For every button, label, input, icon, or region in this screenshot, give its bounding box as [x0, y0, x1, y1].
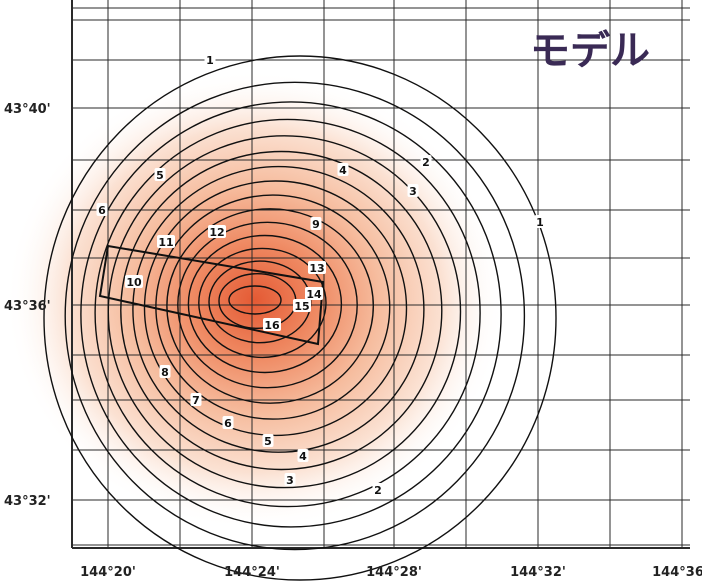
contour-label-bg	[293, 299, 311, 312]
contour-label-bg	[407, 184, 419, 197]
heat-shading	[5, 70, 505, 530]
contour-label: 6	[98, 204, 106, 217]
contour-line-8	[143, 180, 408, 437]
contour-label: 2	[374, 484, 382, 497]
contour-label-bg	[262, 434, 274, 447]
contour-label-bg	[159, 365, 171, 378]
contour-label: 4	[299, 450, 307, 463]
contour-label: 1	[206, 54, 214, 67]
contour-label-bg	[308, 261, 326, 274]
contour-line-13	[198, 247, 327, 359]
contour-label-bg	[222, 416, 234, 429]
contour-line-16	[228, 285, 282, 315]
contour-line-7	[132, 165, 425, 453]
contour-line-1	[43, 55, 557, 581]
contour-line-12	[187, 234, 343, 374]
contour-label-bg	[534, 215, 546, 228]
contour-label: 15	[294, 300, 309, 313]
latitude-label: 43°36'	[4, 299, 51, 314]
contour-line-3	[80, 101, 502, 528]
contour-label: 13	[309, 262, 324, 275]
contour-label-bg	[284, 473, 296, 486]
longitude-label: 144°24'	[224, 565, 280, 580]
grid-lines	[71, 0, 690, 549]
contour-label: 16	[264, 319, 280, 332]
contour-label-bg	[208, 225, 226, 238]
contour-label: 11	[158, 236, 173, 249]
contour-label-bg	[190, 393, 202, 406]
contour-label-bg	[297, 449, 309, 462]
contour-line-10	[166, 208, 375, 404]
contour-label: 4	[339, 164, 347, 177]
contour-line-11	[177, 221, 358, 389]
contour-label: 1	[536, 216, 544, 229]
contour-line-5	[107, 135, 462, 489]
contour-label-bg	[305, 287, 323, 300]
contour-label-bg	[204, 53, 216, 66]
contour-line-6	[120, 150, 443, 471]
contour-label: 2	[422, 156, 430, 169]
longitude-label: 144°28'	[366, 565, 422, 580]
contour-lines	[43, 55, 557, 581]
contour-label-bg	[96, 203, 108, 216]
contour-label-bg	[337, 163, 349, 176]
latitude-label: 43°32'	[4, 494, 51, 509]
contour-label: 3	[409, 185, 417, 198]
contour-label-bg	[125, 275, 143, 288]
contour-label-bg	[372, 483, 384, 496]
fault-model-rectangle	[98, 244, 325, 346]
contour-line-9	[155, 194, 391, 420]
latitude-label: 43°40'	[4, 102, 51, 117]
contour-label-bg	[263, 318, 281, 331]
contour-label-bg	[157, 235, 175, 248]
contour-label: 10	[126, 276, 142, 289]
contour-label-bg	[420, 155, 432, 168]
longitude-label: 144°36'	[652, 565, 702, 580]
contour-label: 14	[306, 288, 322, 301]
longitude-labels: 144°20' 144°24' 144°28' 144°32' 144°36'	[80, 565, 702, 580]
contour-label: 5	[156, 169, 164, 182]
contour-label: 9	[312, 218, 320, 231]
latitude-labels: 43°40' 43°36' 43°32'	[4, 102, 51, 509]
contour-label: 7	[192, 394, 200, 407]
longitude-label: 144°20'	[80, 565, 136, 580]
contour-line-4	[94, 118, 481, 508]
contour-label: 12	[209, 226, 224, 239]
contour-label: 6	[224, 417, 232, 430]
contour-label: 8	[161, 366, 169, 379]
contour-label-bg	[310, 217, 322, 230]
contour-label: 5	[264, 435, 272, 448]
contour-label-bg	[154, 168, 166, 181]
contour-line-2	[64, 81, 526, 551]
map-title: モデル	[530, 28, 650, 74]
contour-label: 3	[286, 474, 294, 487]
longitude-label: 144°32'	[510, 565, 566, 580]
